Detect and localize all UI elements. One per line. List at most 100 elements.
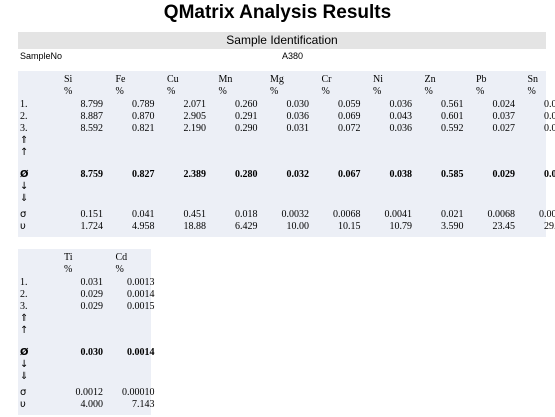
column-unit: % (64, 264, 73, 275)
table-cell: 29.09 (544, 221, 555, 232)
table-cell: 0.030 (80, 347, 104, 358)
row-label: υ (20, 399, 26, 410)
row-label: ⇑ (20, 313, 29, 324)
table-cell: 23.45 (492, 221, 516, 232)
column-unit: % (115, 264, 124, 275)
table-cell: 0.029 (80, 289, 104, 300)
table-cell: 8.799 (80, 99, 104, 110)
column-header-ni: Ni (373, 74, 383, 85)
table-cell: 0.0013 (127, 277, 155, 288)
results-table-1: Si% 8.799 8.887 8.592 8.759 0.151 1.724 Fe% 0.78… (18, 71, 555, 237)
table-cell: 0.032 (286, 169, 310, 180)
table-cell: 0.0064 (539, 209, 555, 220)
table-cell: 0.821 (132, 123, 155, 134)
table-cell: 0.067 (338, 169, 361, 180)
table-cell: 0.0012 (75, 387, 104, 398)
table-cell: 0.038 (389, 169, 413, 180)
row-label: 2. (20, 289, 28, 300)
row-label: ↓ (20, 359, 29, 370)
column-unit: % (476, 86, 485, 97)
column-unit: % (64, 86, 73, 97)
report-title: QMatrix Analysis Results (163, 2, 392, 23)
table-cell: 8.887 (80, 111, 104, 122)
table-cell: 0.601 (441, 111, 464, 122)
table-cell: 0.041 (132, 209, 155, 220)
row-label: ⇑ (20, 135, 29, 146)
table-cell: 18.88 (183, 221, 207, 232)
column-header-zn: Zn (424, 74, 436, 85)
row-label: Ø (20, 169, 29, 180)
table-cell: 0.870 (132, 111, 155, 122)
column-header-fe: Fe (115, 74, 126, 85)
table-cell: 0.029 (544, 111, 555, 122)
table-cell: 0.036 (286, 111, 310, 122)
sample-label: SampleNo (20, 51, 63, 61)
table-cell: 2.389 (183, 169, 207, 180)
column-unit: % (270, 86, 279, 97)
table-cell: 0.029 (80, 301, 104, 312)
table-cell: 0.561 (441, 99, 464, 110)
row-label: ⇓ (20, 371, 29, 382)
table-cell: 0.036 (389, 123, 413, 134)
table-cell: 0.0014 (127, 289, 155, 300)
table-cell: 2.071 (183, 99, 207, 110)
table-cell: 0.037 (492, 111, 516, 122)
table-cell: 0.024 (492, 99, 516, 110)
column-unit: % (527, 86, 536, 97)
table-cell: 0.027 (492, 123, 516, 134)
row-label: 3. (20, 123, 28, 134)
table-cell: 0.0015 (127, 301, 155, 312)
table-cell: 8.592 (80, 123, 104, 134)
column-unit: % (373, 86, 382, 97)
table-cell: 0.585 (441, 169, 464, 180)
row-label: Ø (20, 347, 29, 358)
table-cell: 0.0068 (487, 209, 516, 220)
table-cell: 0.151 (80, 209, 104, 220)
table-cell: 0.00010 (122, 387, 155, 398)
column-unit: % (115, 86, 124, 97)
column-header-pb: Pb (476, 74, 487, 85)
column-header-cr: Cr (321, 74, 332, 85)
table-cell: 0.072 (338, 123, 361, 134)
column-header-cd: Cd (115, 252, 128, 263)
column-unit: % (424, 86, 433, 97)
table-cell: 0.018 (544, 99, 555, 110)
table-cell: 3.590 (441, 221, 464, 232)
table-cell: 0.022 (544, 169, 555, 180)
row-label: ⇓ (20, 193, 29, 204)
row-label: ↑ (20, 325, 29, 336)
table-cell: 4.958 (132, 221, 155, 232)
table-cell: 7.143 (132, 399, 155, 410)
sample-value: A380 (282, 51, 304, 61)
table-cell: 0.018 (544, 123, 555, 134)
row-label: υ (20, 221, 26, 232)
column-header-sn: Sn (527, 74, 539, 85)
table-cell: 6.429 (235, 221, 258, 232)
table-cell: 0.031 (80, 277, 104, 288)
column-header-si: Si (64, 74, 73, 85)
table-cell: 0.031 (286, 123, 310, 134)
table-cell: 0.0068 (333, 209, 361, 220)
table-cell: 0.021 (441, 209, 464, 220)
table-cell: 8.759 (80, 169, 104, 180)
table-cell: 0.036 (389, 99, 413, 110)
row-label: σ (20, 209, 27, 220)
table-cell: 10.00 (286, 221, 310, 232)
row-label: ↓ (20, 181, 29, 192)
table-cell: 0.018 (235, 209, 258, 220)
row-label: σ (20, 387, 27, 398)
table-cell: 0.451 (183, 209, 207, 220)
column-unit: % (167, 86, 176, 97)
table-cell: 0.789 (132, 99, 155, 110)
table-cell: 0.0032 (281, 209, 310, 220)
table-cell: 0.290 (235, 123, 258, 134)
row-label: 1. (20, 99, 28, 110)
table-cell: 0.280 (235, 169, 258, 180)
table-cell: 1.724 (80, 221, 104, 232)
row-label: 2. (20, 111, 28, 122)
table-cell: 10.79 (389, 221, 413, 232)
row-label: 3. (20, 301, 28, 312)
table-cell: 0.069 (338, 111, 361, 122)
table-cell: 0.029 (492, 169, 516, 180)
table-cell: 0.291 (235, 111, 258, 122)
